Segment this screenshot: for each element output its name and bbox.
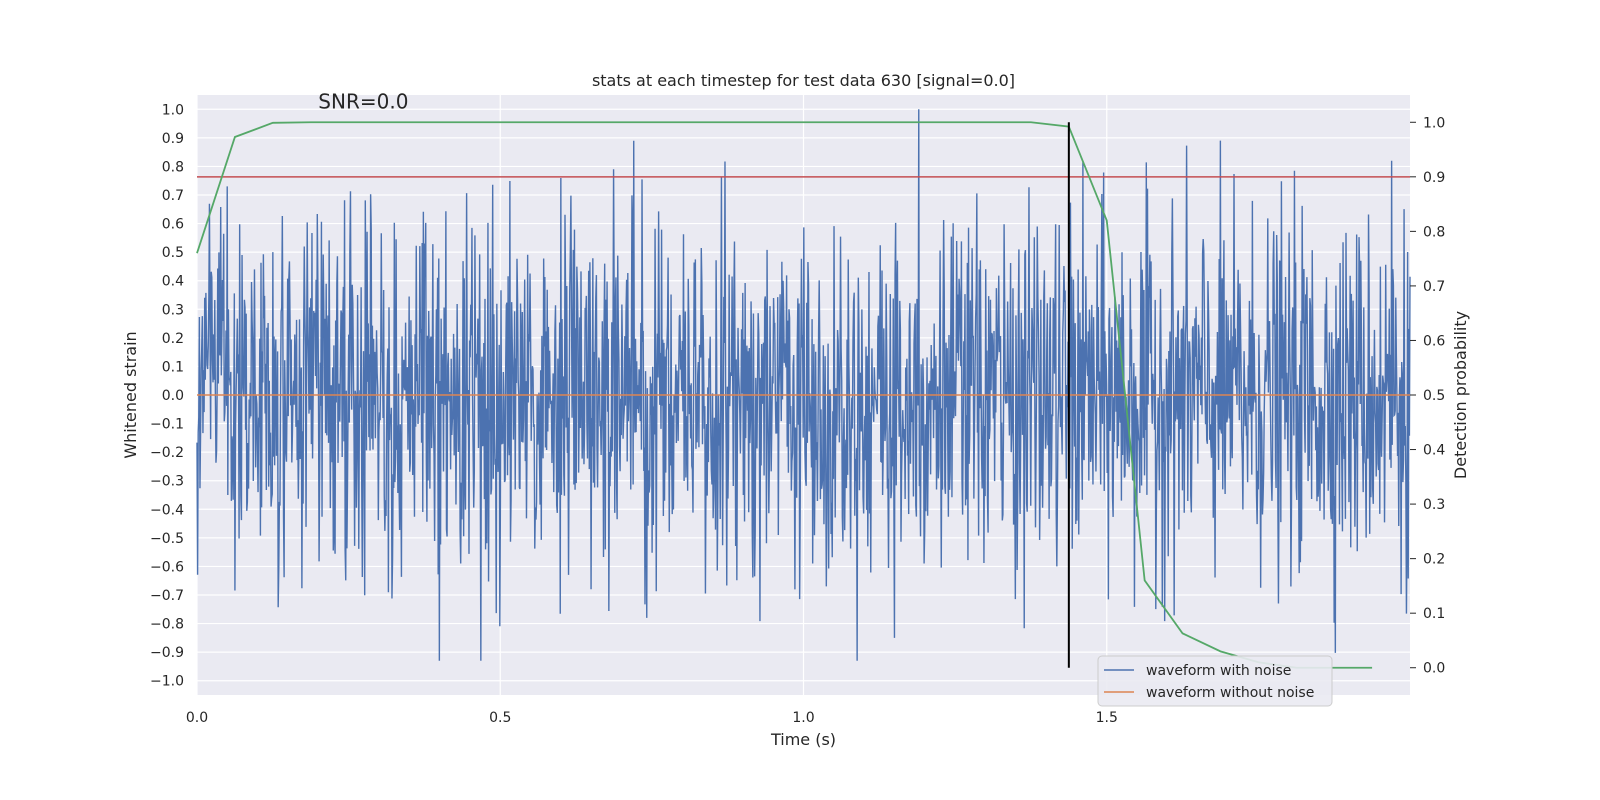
y2-tick-label: 0.8	[1423, 224, 1445, 240]
legend-entry: waveform with noise	[1146, 663, 1291, 679]
y-tick-label: 1.0	[162, 102, 184, 118]
y-tick-label: −0.3	[150, 474, 184, 490]
y2-tick-label: 0.6	[1423, 333, 1445, 349]
y-tick-label: −0.8	[150, 617, 184, 633]
y-tick-label: −0.1	[150, 417, 184, 433]
y2-tick-label: 0.4	[1423, 443, 1445, 459]
y-tick-label: 0.3	[162, 302, 184, 318]
y2-tick-label: 0.7	[1423, 279, 1445, 295]
series-layer	[196, 109, 1411, 669]
x-tick-label: 0.5	[489, 710, 511, 726]
y-tick-label: 0.2	[162, 331, 184, 347]
legend: waveform with noise waveform without nois…	[1097, 655, 1333, 707]
y-tick-label: 0.1	[162, 359, 184, 375]
y2-tick-label: 0.2	[1423, 552, 1445, 568]
y-tick-label: 0.4	[162, 274, 184, 290]
y-tick-label: −0.4	[150, 502, 184, 518]
y2-tick-label: 0.9	[1423, 170, 1445, 186]
y-tick-label: 0.9	[162, 131, 184, 147]
y-tick-label: −0.6	[150, 559, 184, 575]
y-tick-label: −0.5	[150, 531, 184, 547]
x-tick-label: 1.0	[792, 710, 814, 726]
y2-axis-label: Detection probability	[1451, 311, 1470, 479]
snr-annotation: SNR=0.0	[318, 89, 408, 113]
y2-tick-label: 0.0	[1423, 661, 1445, 677]
y-tick-label: 0.5	[162, 245, 184, 261]
legend-entry: waveform without noise	[1146, 685, 1314, 701]
x-axis-label: Time (s)	[770, 730, 836, 749]
y-tick-label: −0.2	[150, 445, 184, 461]
axes-labels: 0.0 0.5 1.0 1.5 1.0 0.9 0.8 0.7 0.6 0.5 0.4 0.3 0.2 0…	[150, 102, 1445, 726]
y2-tick-label: 1.0	[1423, 115, 1445, 131]
y2-tick-label: 0.5	[1423, 388, 1445, 404]
y-axis-label: Whitened strain	[121, 331, 140, 458]
y-tick-label: 0.7	[162, 188, 184, 204]
y-tick-label: 0.6	[162, 217, 184, 233]
chart-title: stats at each timestep for test data 630…	[592, 71, 1015, 90]
series-detection-probability	[196, 121, 1373, 669]
y-tick-label: 0.0	[162, 388, 184, 404]
y2-tick-label: 0.3	[1423, 497, 1445, 513]
y-tick-label: −0.7	[150, 588, 184, 604]
y-tick-label: −0.9	[150, 645, 184, 661]
series-waveform-with-noise	[196, 109, 1411, 661]
x-tick-label: 1.5	[1096, 710, 1118, 726]
x-tick-label: 0.0	[186, 710, 208, 726]
y2-tick-label: 0.1	[1423, 606, 1445, 622]
y-tick-label: 0.8	[162, 159, 184, 175]
y-tick-label: −1.0	[150, 674, 184, 690]
legend-box	[1097, 655, 1333, 707]
